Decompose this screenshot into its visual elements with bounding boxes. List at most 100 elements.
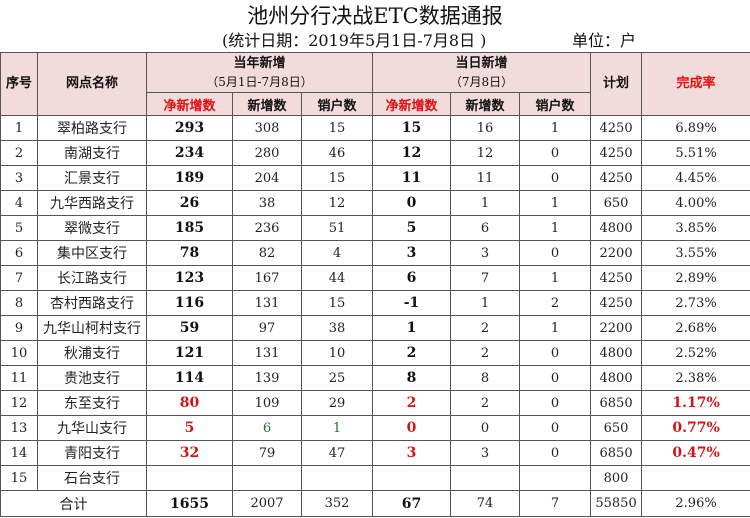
total-year-new: 2007 <box>232 490 302 517</box>
cell-y-new <box>232 465 302 491</box>
cell-y-cancel: 44 <box>300 265 374 291</box>
cell-d-new: 2 <box>450 390 521 416</box>
table-row: 5 翠微支行 185 236 51 5 6 1 4800 3.85% <box>0 215 750 241</box>
cell-d-new <box>450 465 521 491</box>
cell-seq: 12 <box>0 390 38 416</box>
cell-d-new: 3 <box>450 240 521 266</box>
header-year-cancel: 销户数 <box>300 92 374 116</box>
header-year-new: 新增数 <box>232 92 302 116</box>
total-day-cancel: 7 <box>519 490 592 517</box>
cell-d-net: 0 <box>372 415 452 441</box>
cell-y-net: 185 <box>146 215 233 241</box>
cell-y-cancel: 10 <box>300 340 374 366</box>
cell-name: 贵池支行 <box>37 365 147 391</box>
cell-y-new: 308 <box>232 115 302 141</box>
cell-seq: 5 <box>0 215 38 241</box>
total-label: 合计 <box>0 490 147 517</box>
cell-y-net: 116 <box>146 290 233 316</box>
cell-y-cancel: 4 <box>300 240 374 266</box>
cell-name: 九华山柯村支行 <box>37 315 147 341</box>
cell-name: 东至支行 <box>37 390 147 416</box>
cell-rate: 2.73% <box>641 290 750 316</box>
stat-period: (统计日期：2019年5月1日-7月8日 ) <box>222 31 487 50</box>
cell-y-net: 293 <box>146 115 233 141</box>
header-seq: 序号 <box>0 52 38 116</box>
total-day-new: 74 <box>450 490 521 517</box>
cell-name: 翠柏路支行 <box>37 115 147 141</box>
cell-seq: 3 <box>0 165 38 191</box>
year-range: （5月1日-7月8日） <box>206 74 313 89</box>
cell-plan: 4250 <box>590 140 643 166</box>
cell-plan: 4250 <box>590 115 643 141</box>
cell-d-cancel: 0 <box>519 415 592 441</box>
cell-d-cancel: 0 <box>519 340 592 366</box>
header-plan: 计划 <box>590 52 643 116</box>
total-rate: 2.96% <box>641 490 750 517</box>
cell-y-net: 32 <box>146 440 233 466</box>
cell-d-cancel: 1 <box>519 115 592 141</box>
cell-d-net <box>372 465 452 491</box>
cell-d-new: 12 <box>450 140 521 166</box>
cell-y-cancel: 1 <box>300 415 374 441</box>
cell-y-new: 97 <box>232 315 302 341</box>
cell-name: 石台支行 <box>37 465 147 491</box>
cell-seq: 13 <box>0 415 38 441</box>
cell-plan: 4250 <box>590 265 643 291</box>
cell-name: 秋浦支行 <box>37 340 147 366</box>
cell-d-cancel: 0 <box>519 140 592 166</box>
cell-d-new: 16 <box>450 115 521 141</box>
cell-y-cancel: 12 <box>300 190 374 216</box>
cell-plan: 6850 <box>590 440 643 466</box>
cell-plan: 4800 <box>590 365 643 391</box>
cell-d-new: 11 <box>450 165 521 191</box>
total-plan: 55850 <box>590 490 643 517</box>
cell-plan: 2200 <box>590 315 643 341</box>
header-day-group: 当日新增 （7月8日） <box>372 52 592 93</box>
cell-plan: 4800 <box>590 215 643 241</box>
cell-d-cancel: 0 <box>519 365 592 391</box>
cell-y-cancel: 15 <box>300 290 374 316</box>
cell-rate: 4.45% <box>641 165 750 191</box>
cell-plan: 4250 <box>590 165 643 191</box>
cell-d-new: 1 <box>450 290 521 316</box>
cell-rate: 3.85% <box>641 215 750 241</box>
total-row: 合计 1655 2007 352 67 74 7 55850 2.96% <box>0 490 750 517</box>
cell-y-cancel: 15 <box>300 165 374 191</box>
cell-name: 集中区支行 <box>37 240 147 266</box>
cell-d-net: 15 <box>372 115 452 141</box>
unit-label: 单位：户 <box>572 31 637 50</box>
cell-y-cancel: 51 <box>300 215 374 241</box>
table-row: 1 翠柏路支行 293 308 15 15 16 1 4250 6.89% <box>0 115 750 141</box>
cell-plan: 6850 <box>590 390 643 416</box>
cell-y-cancel <box>300 465 374 491</box>
total-year-net: 1655 <box>146 490 233 517</box>
header-day-new: 新增数 <box>450 92 521 116</box>
cell-y-net: 123 <box>146 265 233 291</box>
cell-seq: 9 <box>0 315 38 341</box>
table-row: 15 石台支行 800 <box>0 465 750 491</box>
cell-y-new: 131 <box>232 340 302 366</box>
cell-rate: 2.89% <box>641 265 750 291</box>
cell-d-new: 3 <box>450 440 521 466</box>
cell-d-net: 0 <box>372 190 452 216</box>
cell-y-new: 82 <box>232 240 302 266</box>
cell-y-new: 131 <box>232 290 302 316</box>
cell-seq: 10 <box>0 340 38 366</box>
cell-y-cancel: 29 <box>300 390 374 416</box>
cell-rate <box>641 465 750 491</box>
cell-rate: 2.52% <box>641 340 750 366</box>
cell-plan: 800 <box>590 465 643 491</box>
cell-rate: 2.38% <box>641 365 750 391</box>
cell-d-new: 6 <box>450 215 521 241</box>
cell-y-net <box>146 465 233 491</box>
cell-d-cancel: 1 <box>519 315 592 341</box>
header-name: 网点名称 <box>37 52 147 116</box>
cell-d-cancel: 0 <box>519 390 592 416</box>
cell-d-new: 1 <box>450 190 521 216</box>
cell-name: 九华西路支行 <box>37 190 147 216</box>
table-row: 4 九华西路支行 26 38 12 0 1 1 650 4.00% <box>0 190 750 216</box>
cell-name: 九华山支行 <box>37 415 147 441</box>
cell-name: 青阳支行 <box>37 440 147 466</box>
cell-y-new: 280 <box>232 140 302 166</box>
cell-y-net: 5 <box>146 415 233 441</box>
